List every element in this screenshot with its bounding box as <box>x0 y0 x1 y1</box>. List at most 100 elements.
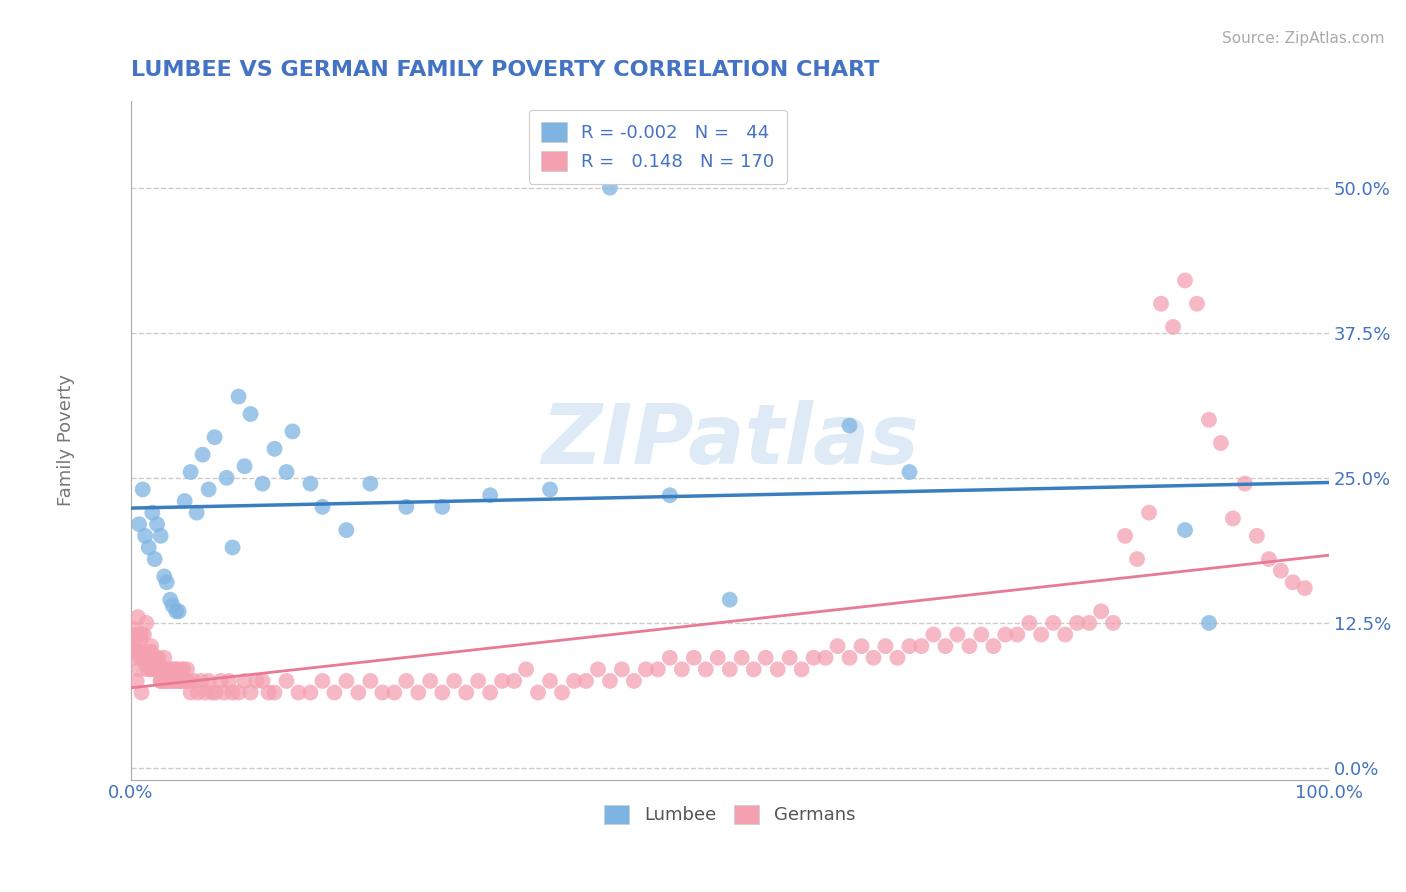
Point <box>479 685 502 699</box>
Point <box>172 662 194 676</box>
Point <box>263 442 285 456</box>
Point <box>159 673 181 688</box>
Point <box>132 650 155 665</box>
Point <box>957 639 980 653</box>
Point <box>610 662 633 676</box>
Point <box>125 673 148 688</box>
Point <box>323 685 346 699</box>
Point <box>138 541 160 555</box>
Point <box>174 673 197 688</box>
Point <box>131 627 153 641</box>
Point <box>1150 296 1173 310</box>
Point <box>135 650 157 665</box>
Point <box>165 673 187 688</box>
Point <box>169 673 191 688</box>
Point <box>658 650 681 665</box>
Point <box>779 650 801 665</box>
Point <box>1137 506 1160 520</box>
Point <box>527 685 550 699</box>
Point <box>1174 273 1197 287</box>
Point <box>515 662 537 676</box>
Point <box>467 673 489 688</box>
Point <box>162 662 184 676</box>
Point <box>141 506 163 520</box>
Point <box>170 673 193 688</box>
Point <box>166 662 188 676</box>
Point <box>228 685 250 699</box>
Point <box>155 673 177 688</box>
Point <box>162 599 184 613</box>
Point <box>276 465 298 479</box>
Point <box>395 673 418 688</box>
Point <box>479 488 502 502</box>
Point <box>233 673 256 688</box>
Point <box>167 604 190 618</box>
Point <box>129 650 152 665</box>
Point <box>221 541 243 555</box>
Point <box>194 685 217 699</box>
Point <box>131 685 153 699</box>
Point <box>146 662 169 676</box>
Point <box>128 645 150 659</box>
Point <box>187 685 209 699</box>
Point <box>875 639 897 653</box>
Point <box>456 685 478 699</box>
Point <box>142 657 165 671</box>
Point <box>132 645 155 659</box>
Point <box>432 500 454 514</box>
Point <box>124 622 146 636</box>
Point <box>718 592 741 607</box>
Point <box>173 673 195 688</box>
Point <box>141 662 163 676</box>
Point <box>335 523 357 537</box>
Point <box>1161 320 1184 334</box>
Point <box>139 662 162 676</box>
Point <box>1090 604 1112 618</box>
Point <box>145 650 167 665</box>
Point <box>186 506 208 520</box>
Point <box>146 517 169 532</box>
Point <box>299 685 322 699</box>
Point <box>299 476 322 491</box>
Point <box>443 673 465 688</box>
Point <box>922 627 945 641</box>
Point <box>142 650 165 665</box>
Point <box>212 685 235 699</box>
Point <box>562 673 585 688</box>
Point <box>156 662 179 676</box>
Y-axis label: Family Poverty: Family Poverty <box>58 374 75 506</box>
Text: LUMBEE VS GERMAN FAMILY POVERTY CORRELATION CHART: LUMBEE VS GERMAN FAMILY POVERTY CORRELAT… <box>131 60 879 79</box>
Point <box>263 685 285 699</box>
Point <box>156 673 179 688</box>
Point <box>575 673 598 688</box>
Point <box>790 662 813 676</box>
Point <box>152 662 174 676</box>
Point <box>129 633 152 648</box>
Point <box>149 673 172 688</box>
Point <box>538 483 561 497</box>
Point <box>136 662 159 676</box>
Point <box>718 662 741 676</box>
Point <box>599 673 621 688</box>
Point <box>191 448 214 462</box>
Point <box>165 604 187 618</box>
Point <box>981 639 1004 653</box>
Point <box>359 673 381 688</box>
Point <box>180 465 202 479</box>
Point <box>731 650 754 665</box>
Point <box>1209 436 1232 450</box>
Point <box>138 650 160 665</box>
Point <box>1198 413 1220 427</box>
Point <box>149 673 172 688</box>
Point <box>139 645 162 659</box>
Point <box>143 662 166 676</box>
Point <box>1233 476 1256 491</box>
Point <box>695 662 717 676</box>
Point <box>150 662 173 676</box>
Point <box>503 673 526 688</box>
Point <box>135 615 157 630</box>
Point <box>1198 615 1220 630</box>
Point <box>163 673 186 688</box>
Point <box>160 662 183 676</box>
Point <box>252 673 274 688</box>
